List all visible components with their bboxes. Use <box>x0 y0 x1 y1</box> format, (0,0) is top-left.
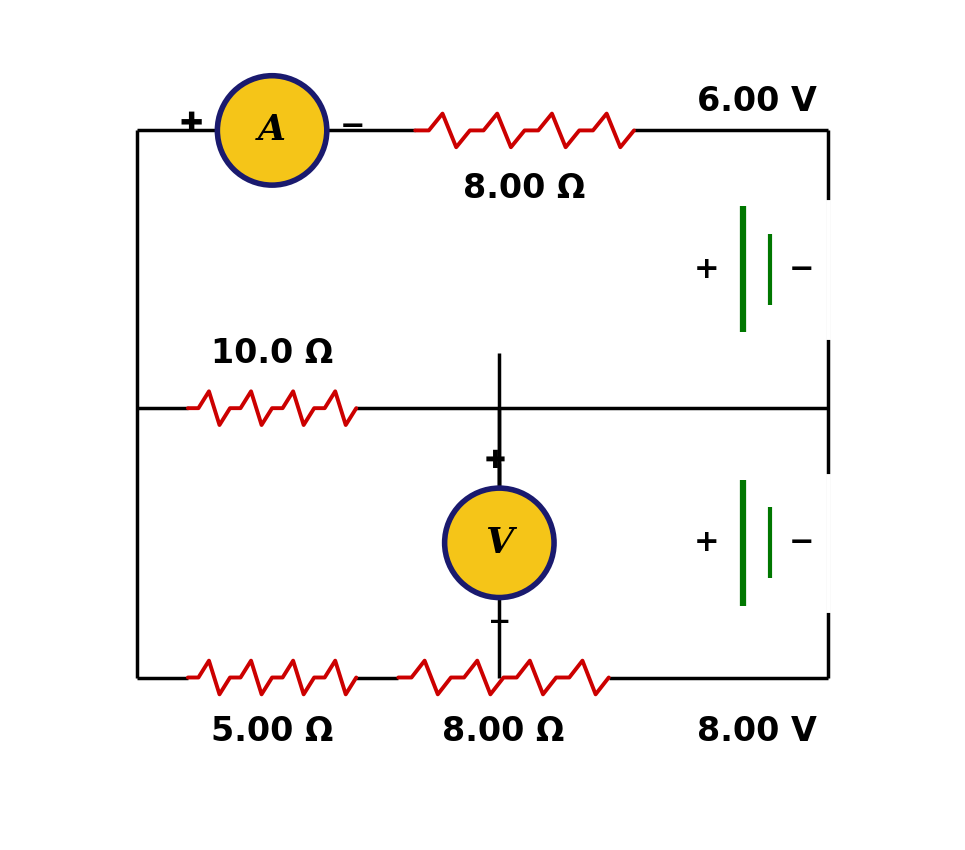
Text: ✚: ✚ <box>179 110 203 138</box>
Text: +: + <box>694 529 720 558</box>
Text: V: V <box>485 526 513 560</box>
Text: 8.00 Ω: 8.00 Ω <box>463 173 586 206</box>
Circle shape <box>445 488 554 598</box>
Text: −: − <box>788 529 814 558</box>
Text: −: − <box>788 255 814 284</box>
Text: +: + <box>694 255 720 284</box>
Text: −: − <box>487 608 510 636</box>
Text: −: − <box>340 111 365 141</box>
Text: A: A <box>258 113 286 147</box>
Text: 8.00 V: 8.00 V <box>697 716 816 748</box>
Text: 5.00 Ω: 5.00 Ω <box>211 716 333 748</box>
Text: ✚: ✚ <box>484 449 506 473</box>
Circle shape <box>217 76 327 185</box>
Text: 6.00 V: 6.00 V <box>697 85 816 118</box>
Text: 8.00 Ω: 8.00 Ω <box>442 716 565 748</box>
Text: 10.0 Ω: 10.0 Ω <box>211 337 333 371</box>
